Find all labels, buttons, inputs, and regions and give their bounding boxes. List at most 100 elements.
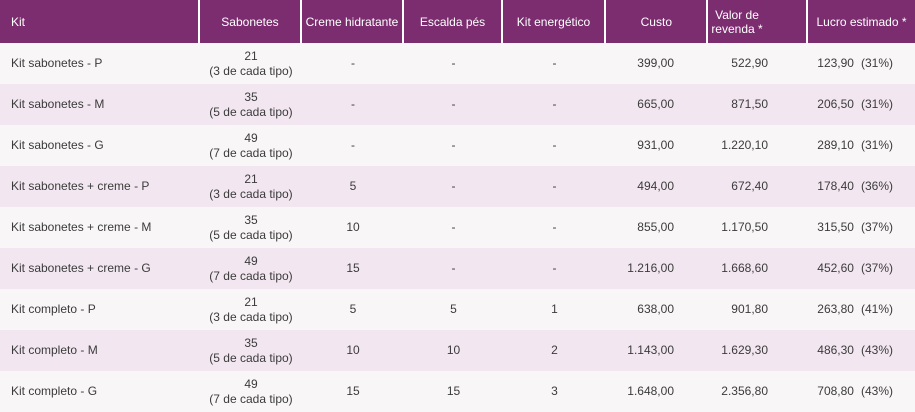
cell-creme-hidratante: - [351, 138, 355, 152]
sabonetes-note: (5 de cada tipo) [209, 104, 293, 119]
cell-sabonetes: 35 (5 de cada tipo) [200, 84, 302, 125]
lucro-value: 123,90 [817, 56, 854, 70]
cell-sabonetes: 35 (5 de cada tipo) [200, 330, 302, 371]
cell-kit-name: Kit sabonetes + creme - P [11, 179, 150, 193]
table-row: Kit completo - P 21 (3 de cada tipo) 5 5… [0, 289, 915, 330]
cell-kit-name: Kit completo - G [11, 384, 98, 398]
cell-kit-energetico: - [552, 179, 557, 193]
cell-custo: 1.648,00 [627, 384, 674, 398]
table-header-row: Kit Sabonetes Creme hidratante Escalda p… [0, 0, 915, 43]
lucro-value: 206,50 [817, 97, 854, 111]
lucro-value: 452,60 [817, 261, 854, 275]
cell-kit-name: Kit sabonetes - G [11, 138, 104, 152]
cell-sabonetes: 49 (7 de cada tipo) [200, 125, 302, 166]
table-row: Kit completo - G 49 (7 de cada tipo) 15 … [0, 371, 915, 412]
cell-lucro-estimado: 263,80 (41%) [808, 289, 915, 330]
lucro-value: 289,10 [817, 138, 854, 152]
cell-sabonetes: 21 (3 de cada tipo) [200, 166, 302, 207]
col-header-kit: Kit [0, 0, 200, 43]
cell-kit-name: Kit sabonetes - M [11, 97, 105, 111]
table-row: Kit sabonetes + creme - P 21 (3 de cada … [0, 166, 915, 207]
cell-creme-hidratante: 10 [346, 220, 360, 234]
col-header-creme-hidratante: Creme hidratante [302, 0, 404, 43]
sabonetes-quantity: 21 [244, 294, 258, 309]
cell-kit-energetico: 2 [551, 343, 558, 357]
table-row: Kit sabonetes + creme - M 35 (5 de cada … [0, 207, 915, 248]
cell-kit-name: Kit sabonetes + creme - G [11, 261, 151, 275]
cell-lucro-estimado: 708,80 (43%) [808, 371, 915, 412]
cell-lucro-estimado: 206,50 (31%) [808, 84, 915, 125]
lucro-value: 486,30 [817, 343, 854, 357]
cell-creme-hidratante: 5 [349, 302, 357, 316]
cell-creme-hidratante: 5 [349, 179, 357, 193]
cell-kit-energetico: 3 [551, 384, 558, 398]
lucro-percent: (43%) [860, 343, 893, 357]
table-row: Kit sabonetes + creme - G 49 (7 de cada … [0, 248, 915, 289]
lucro-value: 263,80 [817, 302, 854, 316]
cell-escalda-pes: - [451, 56, 456, 70]
cell-valor-de-revenda: 1.170,50 [721, 220, 768, 234]
cell-kit-energetico: - [552, 138, 557, 152]
cell-kit-name: Kit completo - M [11, 343, 98, 357]
cell-custo: 931,00 [637, 138, 674, 152]
cell-escalda-pes: - [451, 220, 456, 234]
cell-escalda-pes: - [451, 261, 456, 275]
cell-lucro-estimado: 486,30 (43%) [808, 330, 915, 371]
sabonetes-quantity: 35 [244, 335, 258, 350]
lucro-percent: (36%) [860, 179, 893, 193]
cell-valor-de-revenda: 1.220,10 [721, 138, 768, 152]
sabonetes-quantity: 49 [244, 130, 258, 145]
cell-creme-hidratante: - [351, 97, 355, 111]
cell-escalda-pes: - [451, 138, 456, 152]
lucro-percent: (37%) [860, 261, 893, 275]
cell-kit-energetico: - [552, 97, 557, 111]
lucro-percent: (37%) [860, 220, 893, 234]
cell-kit-name: Kit sabonetes + creme - M [11, 220, 152, 234]
cell-escalda-pes: 10 [446, 343, 461, 357]
cell-escalda-pes: - [451, 97, 456, 111]
lucro-percent: (31%) [860, 97, 893, 111]
cell-custo: 638,00 [637, 302, 674, 316]
cell-custo: 1.143,00 [627, 343, 674, 357]
cell-sabonetes: 35 (5 de cada tipo) [200, 207, 302, 248]
cell-sabonetes: 21 (3 de cada tipo) [200, 289, 302, 330]
sabonetes-note: (7 de cada tipo) [209, 268, 293, 283]
cell-creme-hidratante: 15 [346, 261, 360, 275]
cell-lucro-estimado: 178,40 (36%) [808, 166, 915, 207]
cell-valor-de-revenda: 1.629,30 [721, 343, 768, 357]
cell-valor-de-revenda: 871,50 [731, 97, 768, 111]
cell-lucro-estimado: 315,50 (37%) [808, 207, 915, 248]
col-header-escalda-pes: Escalda pés [404, 0, 503, 43]
sabonetes-quantity: 21 [244, 48, 258, 63]
sabonetes-note: (7 de cada tipo) [209, 391, 293, 406]
table-body: Kit sabonetes - P 21 (3 de cada tipo) - … [0, 43, 915, 412]
col-header-custo: Custo [606, 0, 708, 43]
cell-valor-de-revenda: 901,80 [731, 302, 768, 316]
cell-lucro-estimado: 123,90 (31%) [808, 43, 915, 84]
cell-kit-energetico: - [552, 261, 557, 275]
sabonetes-quantity: 49 [244, 376, 258, 391]
cell-custo: 665,00 [637, 97, 674, 111]
cell-kit-energetico: - [552, 220, 557, 234]
col-header-kit-energetico: Kit energético [503, 0, 606, 43]
table-row: Kit sabonetes - G 49 (7 de cada tipo) - … [0, 125, 915, 166]
cell-valor-de-revenda: 522,90 [731, 56, 768, 70]
cell-lucro-estimado: 452,60 (37%) [808, 248, 915, 289]
cell-kit-energetico: 1 [551, 302, 558, 316]
cell-sabonetes: 21 (3 de cada tipo) [200, 43, 302, 84]
cell-escalda-pes: 5 [450, 302, 457, 316]
cell-custo: 1.216,00 [627, 261, 674, 275]
sabonetes-quantity: 35 [244, 212, 258, 227]
sabonetes-note: (3 de cada tipo) [209, 63, 293, 78]
sabonetes-quantity: 21 [244, 171, 258, 186]
cell-sabonetes: 49 (7 de cada tipo) [200, 371, 302, 412]
cell-custo: 494,00 [637, 179, 674, 193]
cell-custo: 399,00 [637, 56, 674, 70]
lucro-value: 178,40 [817, 179, 854, 193]
sabonetes-note: (7 de cada tipo) [209, 145, 293, 160]
lucro-percent: (31%) [860, 138, 893, 152]
table-row: Kit sabonetes - P 21 (3 de cada tipo) - … [0, 43, 915, 84]
cell-escalda-pes: - [451, 179, 456, 193]
cell-creme-hidratante: - [351, 56, 355, 70]
cell-valor-de-revenda: 2.356,80 [721, 384, 768, 398]
